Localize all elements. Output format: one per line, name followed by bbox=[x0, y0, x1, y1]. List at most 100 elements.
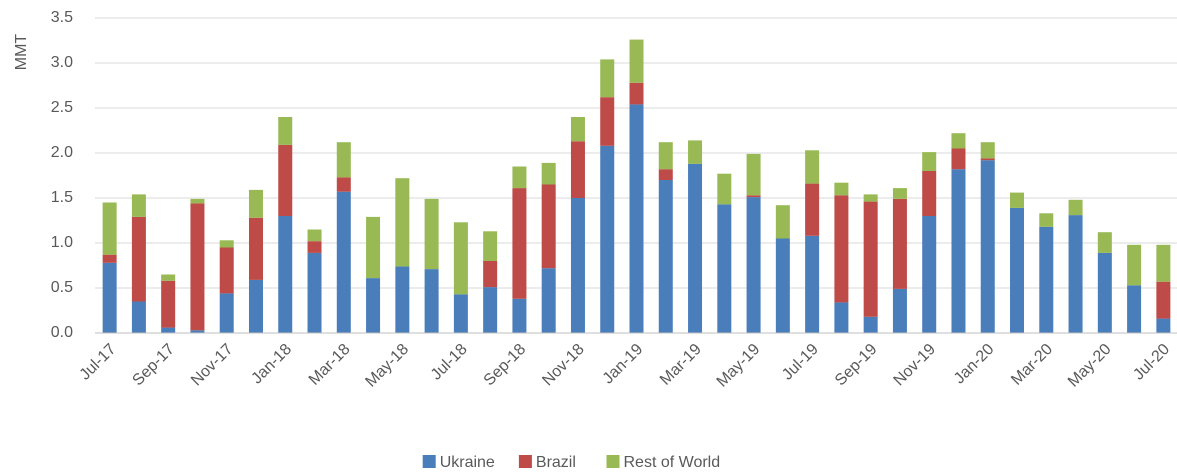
x-tick-label: Jan-18 bbox=[248, 341, 295, 388]
bar-segment bbox=[1010, 192, 1025, 208]
bar-segment bbox=[1068, 199, 1083, 216]
y-tick-label: 2.5 bbox=[51, 99, 73, 116]
bar-segment bbox=[980, 160, 995, 333]
bar-segment bbox=[600, 145, 615, 333]
bar-segment bbox=[190, 330, 205, 333]
bar-segment bbox=[131, 216, 146, 302]
legend-swatch bbox=[518, 455, 532, 468]
bar-segment bbox=[131, 194, 146, 217]
bar-segment bbox=[219, 240, 234, 248]
y-tick-label: 2.0 bbox=[51, 144, 73, 161]
bar-segment bbox=[892, 198, 907, 289]
bar-segment bbox=[483, 231, 498, 261]
bar-segment bbox=[336, 191, 351, 333]
bar-segment bbox=[102, 202, 117, 255]
bar-segment bbox=[278, 117, 293, 145]
bar-segment bbox=[1010, 207, 1025, 333]
bar-segment bbox=[746, 195, 761, 198]
x-tick-label: Sep-17 bbox=[129, 341, 178, 390]
bar-segment bbox=[1039, 213, 1054, 227]
bar-segment bbox=[161, 274, 176, 281]
bar-segment bbox=[629, 39, 644, 83]
bar-segment bbox=[1127, 285, 1142, 333]
x-tick-label: Sep-18 bbox=[481, 341, 530, 390]
bar-segment bbox=[892, 288, 907, 333]
bar-segment bbox=[688, 140, 703, 164]
y-tick-label: 3.0 bbox=[51, 54, 73, 71]
bar-segment bbox=[805, 150, 820, 184]
bar-segment bbox=[541, 162, 556, 185]
bar-segment bbox=[366, 216, 381, 279]
bar-segment bbox=[512, 166, 527, 189]
bar-segment bbox=[570, 198, 585, 333]
bar-segment bbox=[863, 194, 878, 202]
x-tick-label: Mar-18 bbox=[306, 341, 354, 389]
bar-segment bbox=[424, 269, 439, 333]
bar-segment bbox=[570, 141, 585, 198]
bar-segment bbox=[424, 198, 439, 270]
bar-segment bbox=[512, 298, 527, 333]
x-tick-label: Jul-18 bbox=[428, 341, 471, 384]
x-tick-label: May-20 bbox=[1065, 341, 1115, 391]
bar-segment bbox=[863, 201, 878, 317]
bar-segment bbox=[951, 133, 966, 149]
x-tick-label: Jul-17 bbox=[77, 341, 120, 384]
bar-segment bbox=[834, 302, 849, 333]
bar-segment bbox=[395, 266, 410, 333]
bar-segment bbox=[629, 104, 644, 334]
bar-segment bbox=[219, 293, 234, 333]
x-tick-label: Mar-20 bbox=[1008, 341, 1056, 389]
bar-segment bbox=[1156, 318, 1171, 333]
bar-segment bbox=[1156, 244, 1171, 282]
bar-segment bbox=[951, 148, 966, 170]
bar-segment bbox=[102, 254, 117, 263]
x-tick-label: May-19 bbox=[714, 341, 764, 391]
bar-segment bbox=[600, 97, 615, 146]
bar-segment bbox=[161, 280, 176, 328]
bar-segment bbox=[248, 217, 263, 280]
bar-segment bbox=[453, 222, 468, 295]
x-tick-label: Mar-19 bbox=[657, 341, 705, 389]
x-tick-label: Nov-19 bbox=[891, 341, 940, 390]
bar-segment bbox=[658, 169, 673, 180]
bar-segment bbox=[775, 205, 790, 239]
bar-segment bbox=[102, 262, 117, 333]
legend-swatch bbox=[422, 455, 436, 468]
bar-segment bbox=[483, 261, 498, 288]
y-tick-label: 0.0 bbox=[51, 324, 73, 341]
bar-segment bbox=[922, 216, 937, 333]
y-tick-label: 3.5 bbox=[51, 9, 73, 26]
x-tick-label: Sep-19 bbox=[832, 341, 881, 390]
bar-segment bbox=[512, 188, 527, 299]
bar-segment bbox=[629, 82, 644, 105]
bar-segment bbox=[307, 252, 322, 333]
bar-segment bbox=[1039, 226, 1054, 333]
bar-segment bbox=[541, 268, 556, 333]
x-tick-label: Nov-17 bbox=[188, 341, 237, 390]
bar-segment bbox=[1156, 281, 1171, 319]
bar-segment bbox=[746, 153, 761, 196]
bar-segment bbox=[131, 301, 146, 333]
bar-segment bbox=[922, 152, 937, 171]
bar-segment bbox=[483, 287, 498, 333]
bar-segment bbox=[980, 142, 995, 159]
bar-segment bbox=[190, 198, 205, 204]
bar-segment bbox=[1127, 244, 1142, 286]
bar-segment bbox=[219, 247, 234, 294]
bar-segment bbox=[366, 278, 381, 333]
bar-segment bbox=[600, 59, 615, 98]
y-axis-label: MMT bbox=[13, 34, 30, 71]
x-tick-label: Jan-19 bbox=[600, 341, 647, 388]
bar-segment bbox=[892, 188, 907, 199]
y-tick-label: 1.5 bbox=[51, 189, 73, 206]
bar-segment bbox=[717, 204, 732, 333]
bar-segment bbox=[863, 316, 878, 333]
bar-segment bbox=[395, 178, 410, 267]
bar-segment bbox=[775, 238, 790, 333]
bar-segment bbox=[746, 197, 761, 333]
x-tick-label: May-18 bbox=[362, 341, 412, 391]
bar-segment bbox=[570, 117, 585, 142]
bar-segment bbox=[336, 177, 351, 192]
bar-segment bbox=[336, 142, 351, 178]
